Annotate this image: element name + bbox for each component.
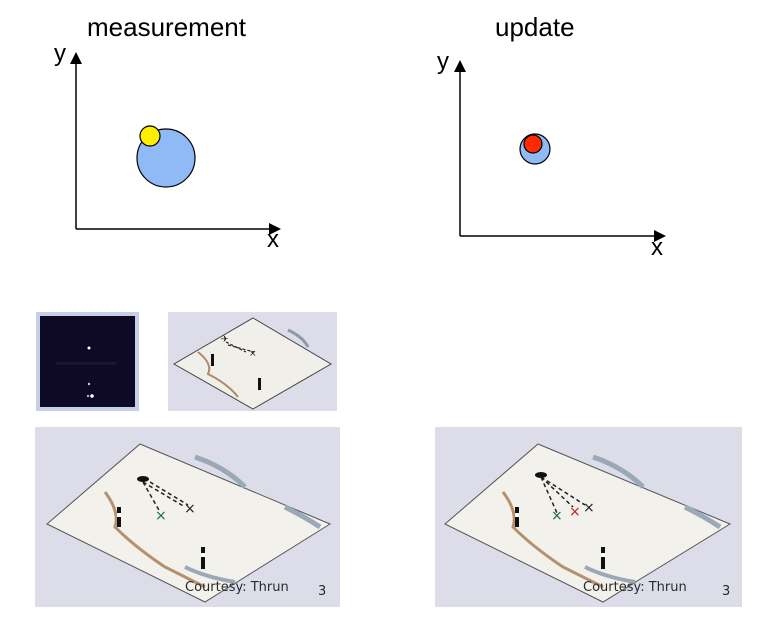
measurement-distribution-circle — [139, 125, 161, 147]
update-axes — [454, 60, 666, 242]
page-number-left: 3 — [318, 584, 327, 599]
courtesy-caption-right: Courtesy: Thrun — [583, 580, 687, 595]
courtesy-caption-left: Courtesy: Thrun — [185, 580, 289, 595]
large-map-frame-left: × × — [35, 427, 340, 607]
svg-text:×: × — [583, 500, 595, 516]
measurement-axes — [70, 52, 281, 235]
update-y-axis-label: y — [437, 48, 449, 75]
dark-video-frame — [36, 312, 139, 411]
page-number-right: 3 — [722, 584, 731, 599]
svg-text:×: × — [551, 508, 563, 524]
small-map-frame: × ✈ — [168, 312, 337, 411]
measurement-title: measurement — [87, 12, 246, 42]
posterior-circle — [523, 134, 543, 154]
svg-text:×: × — [155, 508, 167, 524]
svg-text:×: × — [569, 504, 581, 520]
svg-text:×: × — [184, 501, 196, 517]
svg-text:×: × — [249, 349, 257, 359]
gaussian-plots — [70, 52, 666, 242]
measurement-y-axis-label: y — [54, 40, 66, 67]
large-map-frame-right: × × × — [435, 427, 742, 607]
svg-text:✈: ✈ — [221, 335, 229, 345]
update-title: update — [495, 12, 575, 42]
